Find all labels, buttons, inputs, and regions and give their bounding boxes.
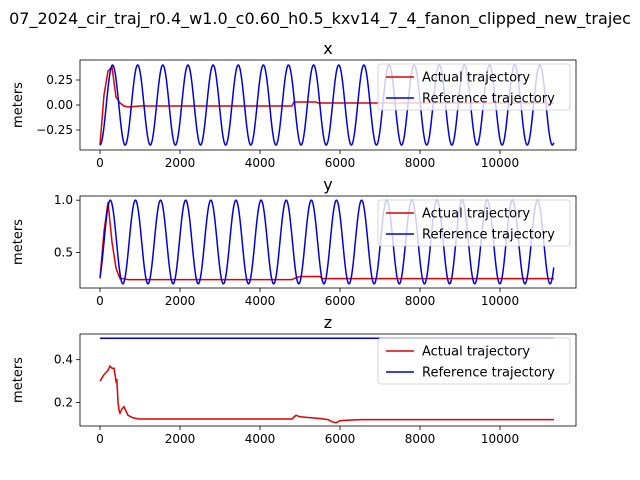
x-tick-label: 8000 — [405, 432, 436, 446]
x-tick-label: 6000 — [325, 432, 356, 446]
x-tick-label: 4000 — [245, 432, 276, 446]
subplot-title: y — [323, 175, 332, 194]
legend-entry: Actual trajectory — [422, 345, 530, 360]
x-tick-label: 10000 — [481, 294, 519, 308]
series-line-actual — [99, 364, 554, 424]
y-tick-label: 0.4 — [54, 353, 73, 367]
x-tick-label: 8000 — [405, 156, 436, 170]
y-axis-label: meters — [11, 82, 26, 128]
legend-entry: Reference trajectory — [422, 92, 555, 107]
y-axis-label: meters — [11, 219, 26, 265]
legend-entry: Actual trajectory — [422, 207, 530, 222]
legend-box — [377, 63, 571, 111]
legend-entry: Actual trajectory — [422, 71, 530, 86]
y-tick-label: 0.00 — [46, 98, 73, 112]
series-line-reference — [99, 64, 555, 146]
x-tick-label: 2000 — [165, 432, 196, 446]
x-tick-label: 0 — [96, 294, 104, 308]
legend-entry: Reference trajectory — [422, 228, 555, 243]
subplot-title: z — [324, 313, 332, 332]
legend: Actual trajectory Reference trajectory — [377, 199, 571, 247]
series-line-reference — [99, 199, 555, 285]
y-axis-label: meters — [11, 357, 26, 403]
subplot-title: x — [323, 39, 332, 58]
legend-box — [377, 337, 571, 385]
y-tick-label: 0.25 — [46, 73, 73, 87]
x-tick-label: 10000 — [481, 156, 519, 170]
series-line-actual — [99, 202, 554, 281]
y-tick-label: 0.5 — [54, 245, 73, 259]
x-tick-label: 8000 — [405, 294, 436, 308]
legend-box — [377, 199, 571, 247]
x-tick-label: 10000 — [481, 432, 519, 446]
y-tick-label: 1.0 — [54, 193, 73, 207]
subplot-z: z meters 0 2000 4000 6000 8000 10000 0.2 0.4 Actua… — [11, 313, 577, 446]
subplot-y: y meters 0 2000 4000 6000 8000 10000 0.5 1.0 Actua… — [11, 175, 577, 308]
x-tick-label: 6000 — [325, 294, 356, 308]
x-tick-label: 0 — [96, 432, 104, 446]
axes-frame — [79, 333, 577, 427]
axes-frame — [79, 195, 577, 289]
y-tick-label: −0.25 — [36, 123, 73, 137]
x-tick-label: 2000 — [165, 156, 196, 170]
legend-entry: Reference trajectory — [422, 366, 555, 381]
x-tick-label: 4000 — [245, 294, 276, 308]
figure-suptitle: 07_2024_cir_traj_r0.4_w1.0_c0.60_h0.5_kx… — [9, 9, 631, 29]
x-tick-label: 6000 — [325, 156, 356, 170]
legend: Actual trajectory Reference trajectory — [377, 337, 571, 385]
legend: Actual trajectory Reference trajectory — [377, 63, 571, 111]
x-tick-label: 0 — [96, 156, 104, 170]
x-tick-label: 4000 — [245, 156, 276, 170]
x-tick-label: 2000 — [165, 294, 196, 308]
subplot-x: x meters 0 2000 4000 6000 8000 10000 −0.25 0.00 0.… — [11, 39, 577, 170]
y-tick-label: 0.2 — [54, 395, 73, 409]
